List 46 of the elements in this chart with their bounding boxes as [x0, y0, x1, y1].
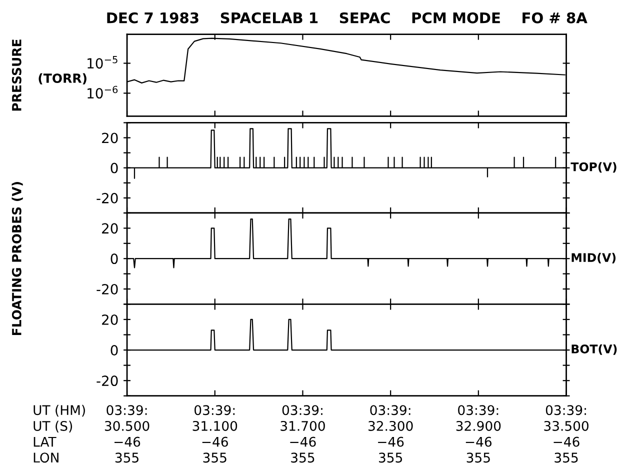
text: 355 — [115, 452, 138, 463]
text: −46 — [202, 436, 228, 447]
text: −46 — [290, 436, 316, 447]
text: 03:39: — [282, 405, 322, 416]
y-tick-label: -20 — [96, 192, 118, 204]
text: UT (HM) — [34, 404, 85, 417]
y-tick-label: 10$^{−6}$ — [88, 86, 118, 99]
x-tick-label: 30.500 — [104, 420, 150, 431]
text: 355 — [466, 452, 490, 463]
y-tick-label: 20 — [102, 132, 118, 144]
y-axis-title: PRESSURE — [12, 40, 22, 111]
x-tick-label: 33.500 — [544, 420, 588, 431]
legend-label: TOP(V) — [570, 162, 616, 173]
series-label: MID(V) — [572, 252, 616, 264]
x-tick-label: 32.900 — [456, 420, 501, 431]
text: UT (S) — [34, 420, 72, 432]
text: 355 — [291, 452, 314, 463]
y-axis-title: FLOATING PROBES (V) — [12, 182, 23, 336]
y-tick-label: 0 — [110, 254, 118, 264]
y-tick-label: 20 — [102, 314, 118, 325]
y-tick-label: 0 — [110, 344, 118, 356]
text: 355 — [203, 452, 226, 463]
y-tick-label: 0 — [110, 162, 118, 174]
legend-label: BOT(V) — [572, 344, 617, 355]
y-tick-label: -20 — [96, 284, 118, 294]
x-tick-label: 31.100 — [192, 420, 238, 431]
text: 03:39: — [546, 405, 586, 416]
text: −46 — [378, 436, 404, 447]
x-tick-label: 32.300 — [368, 420, 413, 431]
text: −46 — [114, 436, 140, 447]
text: LAT — [34, 436, 56, 447]
text: 03:39: — [458, 405, 498, 416]
text: 355 — [554, 452, 578, 463]
chart-title: DEC 7 1983 SPACELAB 1 SEPAC PCM MODE FO # 8A — [107, 12, 588, 24]
y-tick-label: -20 — [96, 376, 118, 386]
text: −46 — [466, 436, 492, 447]
y-tick-label: 20 — [102, 223, 118, 234]
text: 03:39: — [106, 405, 147, 416]
text: −46 — [554, 436, 580, 447]
text: (TORR) — [38, 73, 86, 84]
text: 03:39: — [194, 405, 235, 416]
y-tick-label: 10$^{−5}$ — [88, 56, 118, 69]
x-tick-label: 31.700 — [280, 420, 325, 431]
text: 355 — [378, 452, 402, 463]
text: LON — [34, 452, 58, 463]
text: 03:39: — [370, 405, 410, 416]
